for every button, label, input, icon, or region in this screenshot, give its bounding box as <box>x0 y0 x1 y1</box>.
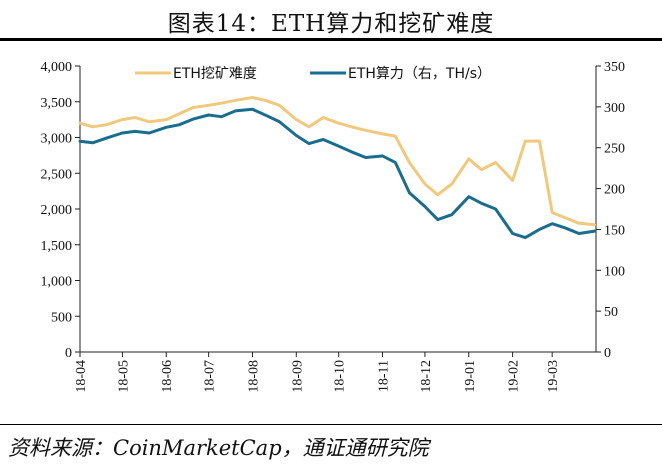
left-tick-label: 0 <box>65 346 72 361</box>
difficulty-line <box>78 96 597 227</box>
chart-title: 图表14：ETH算力和挖矿难度 <box>167 11 495 37</box>
left-tick-label: 4,000 <box>41 60 73 75</box>
left-axis: 0 500 1,000 1,500 2,000 2,500 3,000 3,500 4,000 <box>41 60 81 361</box>
legend: ETH挖矿难度 ETH算力（右，TH/s） <box>135 66 491 82</box>
x-tick-label: 19-03 <box>546 360 561 393</box>
right-tick-label: 200 <box>604 183 625 198</box>
series-lines <box>78 96 597 240</box>
x-tick-label: 19-01 <box>463 360 478 393</box>
x-axis: 18-04 18-05 18-06 18-07 18-08 18-09 18-10 18-11… <box>74 351 596 393</box>
x-tick-label: 19-02 <box>507 360 522 393</box>
source-note: 资料来源：CoinMarketCap，通证通研究院 <box>8 436 429 460</box>
footer-rule <box>0 424 662 425</box>
x-tick-label: 18-08 <box>246 360 261 393</box>
x-tick-label: 18-11 <box>377 360 392 392</box>
x-tick-label: 18-06 <box>160 360 175 393</box>
right-tick-label: 150 <box>604 223 625 238</box>
x-tick-label: 18-09 <box>290 360 305 393</box>
left-tick-label: 500 <box>51 310 72 325</box>
hashrate-line <box>78 107 597 240</box>
legend-label-difficulty: ETH挖矿难度 <box>173 66 257 82</box>
right-tick-label: 50 <box>604 305 618 320</box>
x-tick-label: 18-12 <box>419 360 434 393</box>
right-tick-label: 350 <box>604 60 625 75</box>
left-tick-label: 1,000 <box>41 275 73 290</box>
right-tick-label: 0 <box>604 346 611 361</box>
left-tick-label: 2,000 <box>41 203 73 218</box>
title-rule <box>0 38 662 41</box>
right-axis: 0 50 100 150 200 250 300 350 <box>595 60 625 361</box>
x-tick-label: 18-05 <box>116 360 131 393</box>
right-tick-label: 100 <box>604 264 625 279</box>
left-tick-label: 3,500 <box>41 96 73 111</box>
left-tick-label: 1,500 <box>41 239 73 254</box>
right-tick-label: 300 <box>604 101 625 116</box>
x-tick-label: 18-04 <box>74 360 89 393</box>
left-tick-label: 2,500 <box>41 167 73 182</box>
x-tick-label: 18-10 <box>333 360 348 393</box>
legend-label-hashrate: ETH算力（右，TH/s） <box>348 66 491 82</box>
right-tick-label: 250 <box>604 142 625 157</box>
x-tick-label: 18-07 <box>203 360 218 393</box>
left-tick-label: 3,000 <box>41 132 73 147</box>
